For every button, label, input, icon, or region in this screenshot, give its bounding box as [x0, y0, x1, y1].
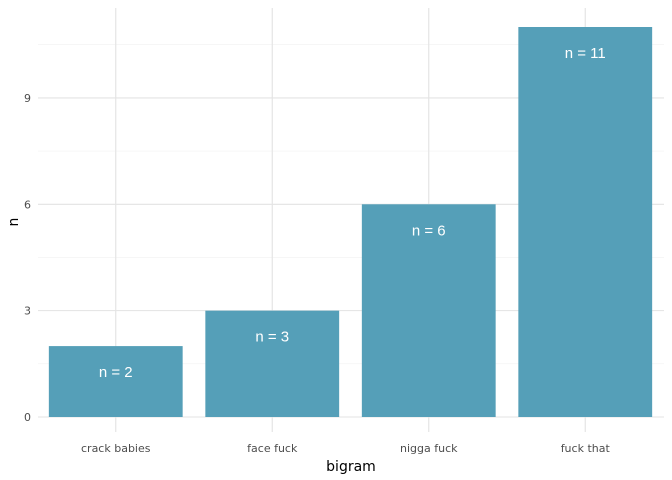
x-tick-label: nigga fuck — [400, 442, 458, 455]
bar-value-label: n = 11 — [565, 45, 606, 62]
y-tick-label: 6 — [24, 198, 31, 211]
y-tick-label: 3 — [24, 305, 31, 318]
x-axis-ticks: crack babies face fuck nigga fuck fuck that — [81, 442, 610, 455]
y-axis-title: n — [6, 218, 22, 227]
bar — [361, 204, 496, 417]
bar-labels: n = 2 n = 3 n = 6 n = 11 — [99, 45, 606, 381]
bar — [518, 27, 653, 417]
y-tick-label: 0 — [24, 411, 31, 424]
x-tick-label: face fuck — [247, 442, 298, 455]
y-axis-ticks: 0 3 6 9 — [24, 92, 31, 424]
bars — [48, 27, 653, 417]
x-tick-label: fuck that — [561, 442, 611, 455]
bar-value-label: n = 2 — [99, 364, 133, 381]
bar-value-label: n = 6 — [412, 222, 446, 239]
bar — [205, 310, 340, 417]
x-axis-title: bigram — [326, 459, 376, 475]
bar-value-label: n = 3 — [255, 329, 289, 346]
y-tick-label: 9 — [24, 92, 31, 105]
x-tick-label: crack babies — [81, 442, 151, 455]
bar — [48, 346, 183, 417]
